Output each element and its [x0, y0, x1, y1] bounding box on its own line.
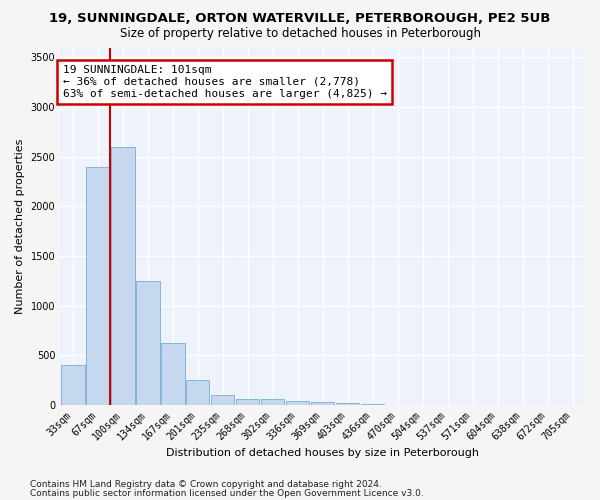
Bar — [136, 281, 160, 405]
Bar — [236, 398, 259, 405]
Bar — [186, 380, 209, 405]
X-axis label: Distribution of detached houses by size in Peterborough: Distribution of detached houses by size … — [166, 448, 479, 458]
Text: 19, SUNNINGDALE, ORTON WATERVILLE, PETERBOROUGH, PE2 5UB: 19, SUNNINGDALE, ORTON WATERVILLE, PETER… — [49, 12, 551, 26]
Bar — [111, 147, 134, 405]
Bar — [311, 402, 334, 405]
Bar — [86, 166, 110, 405]
Bar — [161, 342, 185, 405]
Bar — [261, 400, 284, 405]
Bar — [286, 400, 310, 405]
Bar — [211, 394, 235, 405]
Text: 19 SUNNINGDALE: 101sqm
← 36% of detached houses are smaller (2,778)
63% of semi-: 19 SUNNINGDALE: 101sqm ← 36% of detached… — [62, 66, 386, 98]
Bar — [361, 404, 385, 405]
Y-axis label: Number of detached properties: Number of detached properties — [15, 138, 25, 314]
Text: Contains public sector information licensed under the Open Government Licence v3: Contains public sector information licen… — [30, 488, 424, 498]
Text: Size of property relative to detached houses in Peterborough: Size of property relative to detached ho… — [119, 28, 481, 40]
Text: Contains HM Land Registry data © Crown copyright and database right 2024.: Contains HM Land Registry data © Crown c… — [30, 480, 382, 489]
Bar — [336, 403, 359, 405]
Bar — [61, 366, 85, 405]
